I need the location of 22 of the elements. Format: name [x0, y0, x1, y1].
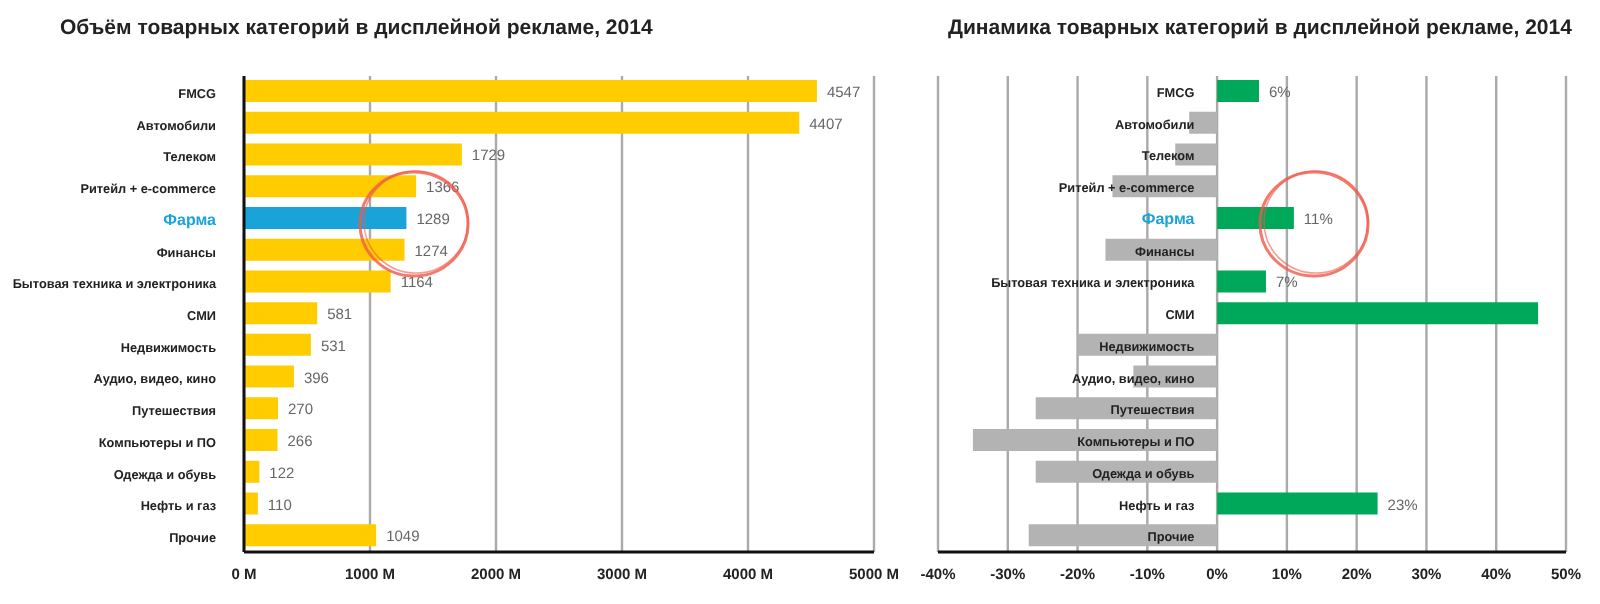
bar — [244, 524, 377, 547]
bar — [1217, 270, 1266, 293]
y-tick-label: Фарма — [163, 210, 218, 229]
bar — [244, 270, 391, 293]
bar — [1217, 302, 1539, 325]
chart-title: Динамика товарных категорий в дисплейной рекламе, 2014 — [948, 16, 1572, 40]
bar — [244, 333, 311, 356]
bar — [1217, 206, 1294, 229]
bar — [244, 397, 279, 420]
bar — [1217, 80, 1259, 102]
bar — [244, 238, 405, 261]
bar — [244, 143, 462, 166]
bar — [244, 175, 417, 198]
bar — [244, 206, 407, 229]
bar — [1217, 492, 1378, 515]
bar — [244, 302, 318, 325]
bar — [244, 365, 294, 388]
bar — [244, 111, 800, 134]
chart-title: Объём товарных категорий в дисплейной рекламе, 2014 — [60, 16, 653, 40]
y-tick-label: Фарма — [1141, 209, 1196, 228]
bar — [244, 429, 278, 452]
bar — [244, 80, 817, 102]
